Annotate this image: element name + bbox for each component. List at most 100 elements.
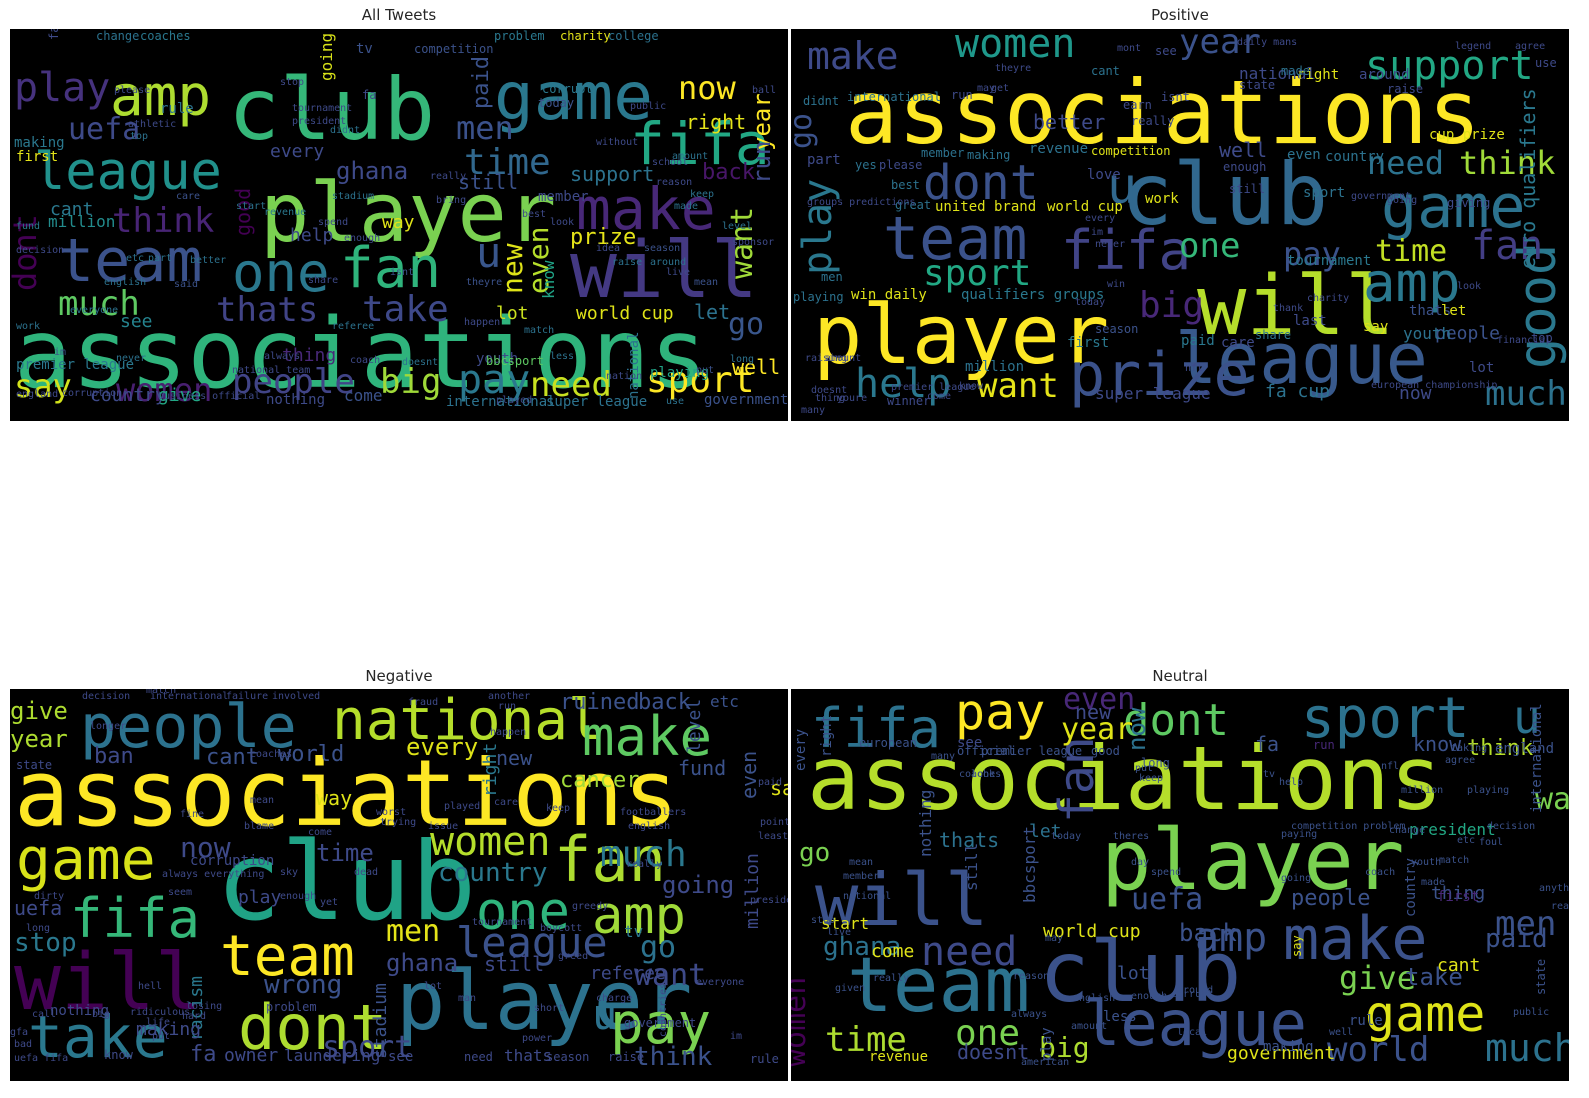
cloud-word: player [813, 288, 1109, 383]
cloud-word: boycott [540, 923, 582, 934]
cloud-word: fa [1255, 732, 1279, 756]
cloud-word: give [158, 385, 201, 406]
cloud-word: right [819, 715, 835, 757]
cloud-word: long [26, 923, 50, 934]
cloud-word: agree [1445, 755, 1475, 766]
cloud-word: failure [226, 691, 268, 702]
cloud-word: people [1435, 323, 1500, 344]
cloud-word: groups predictions [807, 197, 915, 208]
cloud-word: tournament [472, 917, 532, 928]
cloud-word: play [14, 65, 110, 111]
cloud-word: right [480, 743, 501, 797]
cloud-word: care [494, 797, 518, 808]
cloud-word: sport [646, 360, 754, 401]
cloud-word: going [1387, 195, 1417, 206]
cloud-word: always everything [162, 869, 264, 880]
cloud-word: mean [250, 795, 274, 806]
cloud-word: help [290, 225, 333, 246]
cloud-word: fan [1471, 223, 1543, 269]
cloud-word: competition [1091, 144, 1170, 158]
cloud-word: go [640, 930, 676, 965]
cloud-word: power [522, 1033, 552, 1044]
cloud-word: sport [1301, 689, 1470, 751]
cloud-word: mean [694, 277, 718, 288]
cloud-word: u [476, 228, 501, 277]
cloud-word: worst [376, 807, 406, 818]
cloud-word: thing [282, 345, 336, 366]
cloud-word: first [16, 149, 58, 165]
cloud-word: thats [939, 828, 999, 852]
cloud-word: work [1145, 191, 1179, 207]
cloud-word: women [430, 819, 550, 865]
cloud-word: every [406, 733, 478, 761]
cloud-word: fraud [408, 697, 438, 708]
cloud-word: stop [280, 77, 304, 88]
cloud-word: season [644, 243, 680, 254]
cloud-word: let [1029, 821, 1062, 842]
cloud-word: cup prize [1429, 127, 1505, 143]
cloud-word: look [1457, 281, 1481, 292]
cloud-word: around [1177, 985, 1213, 996]
cloud-word: even [522, 227, 555, 294]
cloud-word: fan [554, 823, 666, 896]
cloud-word: dead [354, 867, 378, 878]
cloud-word: amp [1363, 251, 1461, 314]
cloud-word: game [1381, 172, 1526, 242]
cloud-word: given [835, 983, 865, 994]
cloud-word: much [600, 834, 687, 875]
cloud-word: see [120, 311, 153, 332]
cloud-word: decision [1487, 821, 1535, 832]
cloud-word: now [1123, 707, 1151, 751]
cloud-word: live [827, 927, 851, 938]
cloud-word: competition problem [1291, 821, 1405, 832]
cloud-word: referee [332, 321, 374, 332]
cloud-word: public [1513, 1007, 1549, 1018]
cloud-word: less [1103, 1009, 1137, 1025]
cloud-word: fan [1049, 736, 1105, 823]
cloud-word: care [176, 191, 200, 202]
cloud-word: playing [650, 365, 709, 381]
cloud-word: really [430, 171, 466, 182]
cloud-word: etc [710, 692, 739, 711]
cloud-word: look [971, 769, 995, 780]
cloud-word: financial [1497, 335, 1551, 346]
cloud-word: way [316, 786, 352, 810]
cloud-word: president [750, 895, 788, 906]
cloud-word: longer [90, 721, 126, 732]
cloud-word: day [1131, 857, 1149, 868]
cloud-word: still [1229, 182, 1265, 196]
cloud-word: less [550, 351, 574, 362]
cloud-word: coaches [140, 29, 191, 43]
cloud-word: official [957, 744, 1015, 758]
cloud-word: way [382, 212, 415, 233]
cloud-word: today [1075, 297, 1105, 308]
cloud-word: one [476, 882, 570, 942]
cloud-word: doesnt [811, 385, 847, 396]
cloud-word: corrupt [1171, 989, 1213, 1000]
cloud-word: decision [16, 245, 64, 256]
cloud-word: fa cup [1265, 381, 1330, 402]
cloud-word: part [148, 253, 172, 264]
cloud-word: president [1409, 820, 1496, 839]
cloud-word: win daily [851, 287, 927, 303]
cloud-word: state [1239, 78, 1275, 92]
cloud-word: see [957, 735, 982, 751]
cloud-word: playing [793, 290, 844, 304]
cloud-word: associations [14, 740, 679, 847]
cloud-word: state [1534, 959, 1548, 995]
cloud-word: thank [1273, 303, 1303, 314]
cloud-word: know [959, 381, 984, 392]
cloud-word: doesnt [402, 357, 438, 368]
cloud-word: associations [14, 298, 708, 410]
cloud-word: ruined [560, 690, 639, 715]
cloud-word: business official [158, 391, 260, 402]
cloud-word: look [550, 217, 574, 228]
cloud-word: u [1107, 157, 1137, 215]
cloud-word: fifa [811, 697, 941, 760]
cloud-word: will [570, 226, 758, 316]
cloud-word: even [1287, 147, 1321, 163]
cloud-word: match [146, 689, 176, 696]
cloud-word: u [592, 990, 617, 1039]
cloud-word: top [1531, 331, 1553, 345]
cloud-word: play [1039, 1027, 1055, 1061]
